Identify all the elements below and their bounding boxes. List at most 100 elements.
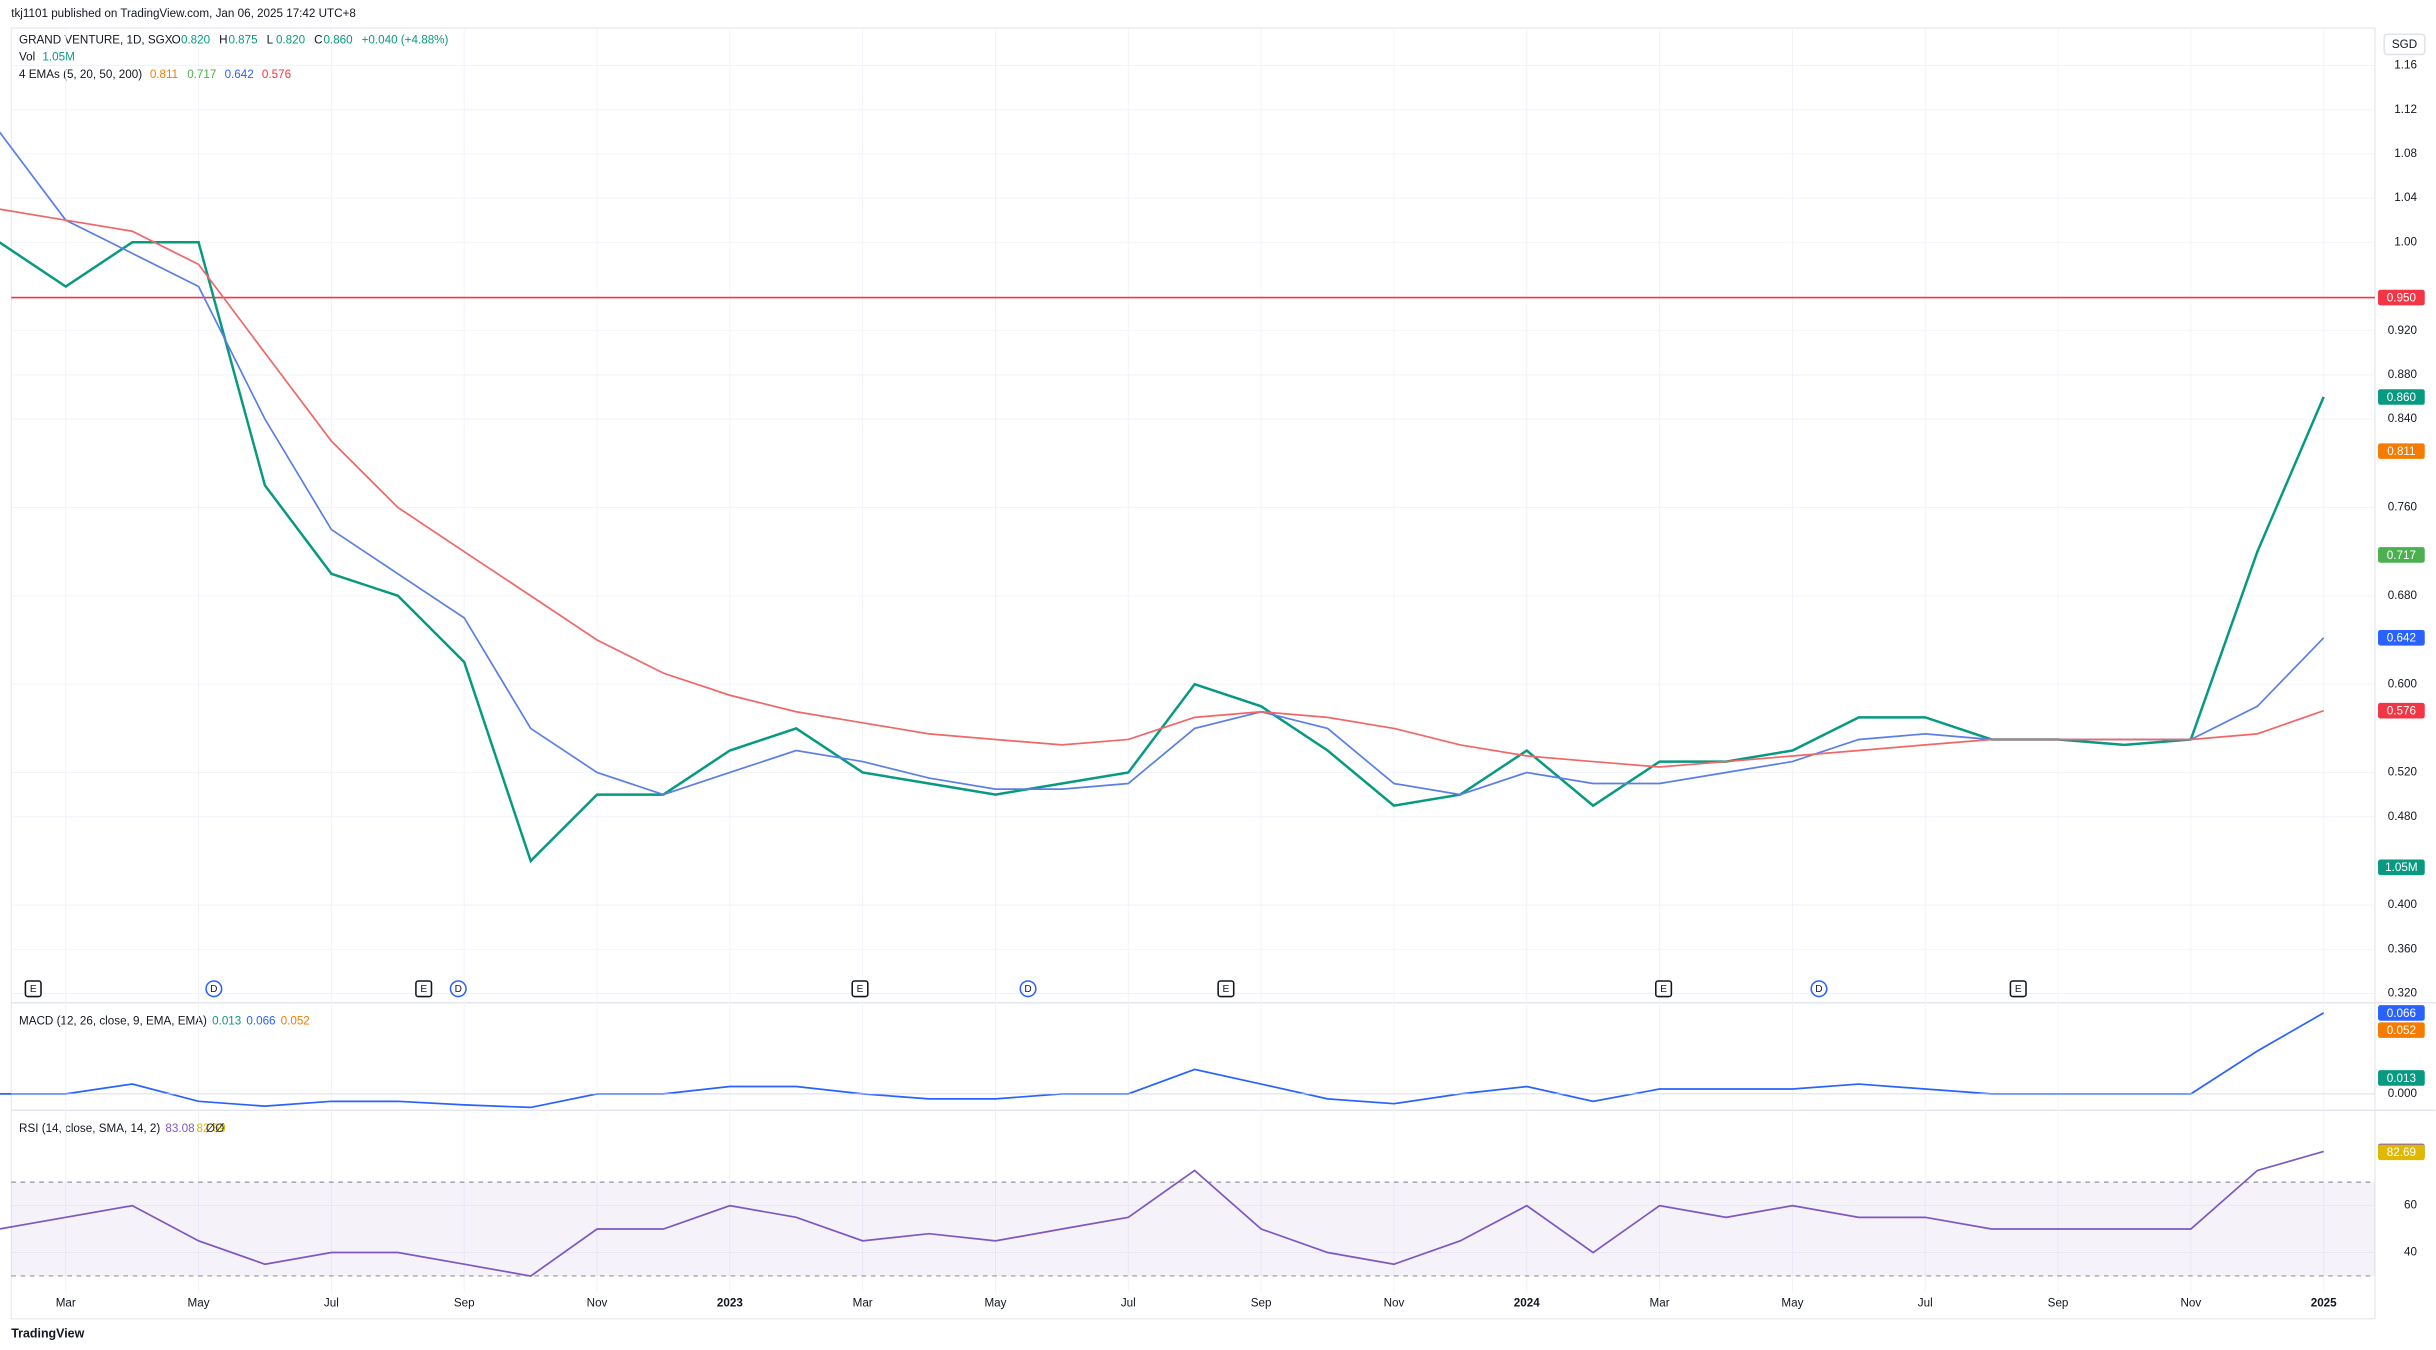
event-icon (205, 980, 223, 998)
price-badge (2378, 289, 2425, 306)
event-icon (2009, 980, 2027, 998)
rsi-band (11, 1182, 2375, 1276)
symbol: GRAND VENTURE, 1D, SGX (19, 34, 173, 47)
price-badge (2378, 1005, 2425, 1021)
price-badge (2378, 1144, 2425, 1161)
price-badge-label: 0.950 (2387, 291, 2417, 304)
y-tick-label: 0.520 (2388, 766, 2418, 779)
event-icon (1019, 980, 1037, 998)
event-label: D (455, 984, 462, 995)
price-badge (2378, 443, 2425, 459)
y-tick-label: 1.00 (2394, 235, 2417, 248)
x-tick-label: Sep (1251, 1296, 1272, 1309)
legend-value: 0.013 (212, 1015, 241, 1028)
y-tick-label: 1.04 (2394, 191, 2417, 204)
x-tick-label: Nov (1384, 1296, 1405, 1309)
ohlc-label: L (267, 34, 274, 47)
x-tick-label: Nov (587, 1296, 608, 1309)
ema-value: 0.642 (225, 68, 254, 81)
volume-value: 1.05M (42, 51, 74, 64)
x-tick-label: 2025 (2311, 1296, 2337, 1309)
legend-value: 0.052 (281, 1015, 310, 1028)
macd-title: MACD (12, 26, close, 9, EMA, EMA) (19, 1015, 207, 1028)
x-tick-label: 2024 (1514, 1296, 1540, 1309)
ema-title: 4 EMAs (5, 20, 50, 200) (19, 68, 142, 81)
event-label: D (1024, 984, 1031, 995)
event-icon (415, 980, 433, 998)
volume-badge-label: 1.05M (2385, 861, 2417, 874)
y-tick-label: 0.480 (2388, 810, 2418, 823)
currency-box[interactable] (2383, 33, 2426, 56)
y-tick-label: 1.12 (2394, 103, 2417, 116)
y-tick-label: 0.840 (2388, 412, 2418, 425)
event-label: D (210, 984, 217, 995)
x-tick-label: 2023 (717, 1296, 743, 1309)
y-tick-label: 1.16 (2394, 59, 2417, 72)
ohlc-value: 0.875 (228, 34, 257, 47)
price-badge-label: 0.642 (2387, 632, 2416, 645)
legend-value: 0.066 (246, 1015, 275, 1028)
event-icon (1217, 980, 1235, 998)
price-badge-label: 0.811 (2387, 445, 2415, 458)
line-series (0, 1012, 2325, 1109)
event-icon (449, 980, 467, 998)
ohlc-label: O (172, 34, 181, 47)
x-tick-label: Mar (1650, 1296, 1670, 1309)
y-tick-label: 60 (2404, 1199, 2417, 1212)
x-tick-label: Nov (2181, 1296, 2202, 1309)
currency[interactable]: SGD (2392, 38, 2417, 51)
ohlc-value: 0.820 (276, 34, 306, 47)
x-tick-label: May (984, 1296, 1006, 1309)
price-badge (2378, 547, 2425, 563)
ema-value: 0.717 (187, 68, 216, 81)
x-tick-label: May (1781, 1296, 1803, 1309)
ohlc-value: 0.820 (181, 34, 211, 47)
event-label: E (420, 984, 427, 995)
event-label: E (1223, 984, 1230, 995)
publisher: tkj1101 published on TradingView.com, Ja… (11, 7, 356, 20)
legend-value: 83.08 (165, 1122, 194, 1135)
event-icon (24, 980, 42, 998)
ohlc-label: C (314, 34, 322, 47)
rsi-title: RSI (14, close, SMA, 14, 2) (19, 1122, 160, 1135)
x-tick-label: May (188, 1296, 210, 1309)
price-badge (2378, 389, 2425, 405)
line-series (0, 208, 2324, 768)
ohlc-value: 0.860 (323, 34, 353, 47)
price-badge (2378, 1070, 2425, 1086)
x-tick-label: Jul (1121, 1296, 1136, 1309)
price-badge-label: 0.576 (2387, 705, 2416, 718)
y-tick-label: 40 (2404, 1246, 2417, 1259)
price-badge-label: 0.052 (2387, 1024, 2416, 1037)
price-badge (2378, 630, 2425, 646)
event-label: E (1660, 984, 1667, 995)
y-tick-label: 0.600 (2388, 677, 2418, 690)
ema-value: 0.576 (262, 68, 291, 81)
ohlc-value: +0.040 (+4.88%) (362, 34, 449, 47)
price-badge (2378, 1022, 2425, 1038)
x-tick-label: Jul (324, 1296, 339, 1309)
line-series (0, 131, 2325, 796)
brand: TradingView (11, 1327, 84, 1341)
ohlc-label: H (219, 34, 227, 47)
y-tick-label: 0.320 (2388, 987, 2418, 1000)
event-icon (851, 980, 869, 998)
event-label: E (2015, 984, 2022, 995)
event-label: E (30, 984, 37, 995)
x-tick-label: Sep (2048, 1296, 2069, 1309)
y-tick-label: 0.920 (2388, 324, 2418, 337)
legend-value: 82.69 (197, 1122, 226, 1135)
price-badge (2378, 702, 2425, 719)
x-tick-label: Jul (1918, 1296, 1933, 1309)
legend-value: Ø (215, 1122, 224, 1135)
volume-badge (2378, 859, 2425, 876)
y-tick-label: 0.680 (2388, 589, 2418, 602)
x-tick-label: Mar (853, 1296, 873, 1309)
price-badge-label: 0.066 (2387, 1007, 2416, 1020)
line-series (0, 1150, 2324, 1277)
x-tick-label: Sep (454, 1296, 475, 1309)
y-tick-label: 0.400 (2388, 898, 2418, 911)
